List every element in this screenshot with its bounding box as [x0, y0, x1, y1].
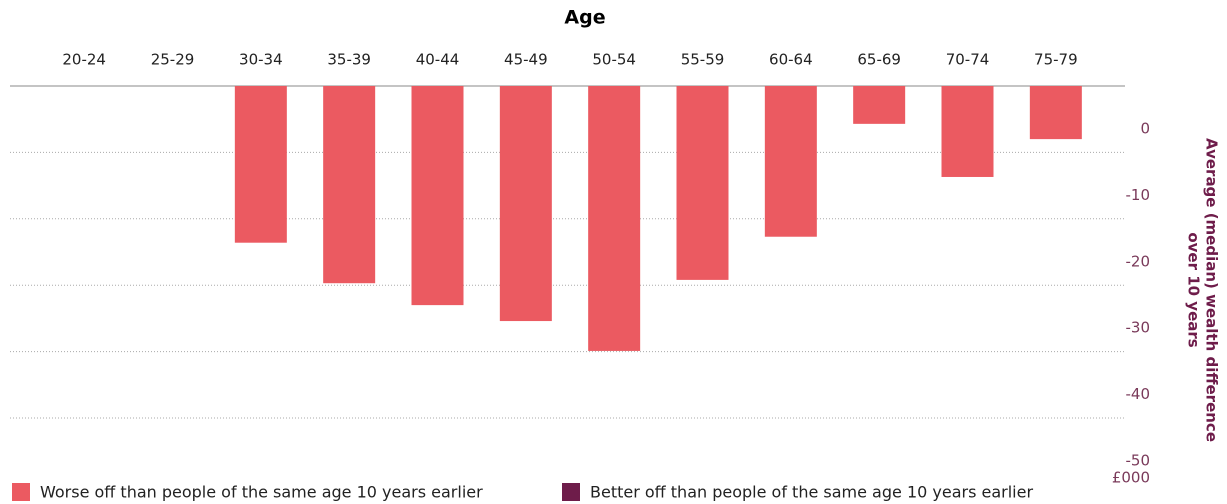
y-label-line: Average (median) wealth difference: [1203, 138, 1221, 442]
legend-swatch: [12, 483, 30, 501]
x-tick-label: 30-34: [239, 51, 283, 69]
bar: [853, 86, 906, 124]
x-tick-label: 20-24: [62, 51, 106, 69]
y-tick-label: 0: [1140, 120, 1150, 138]
bar: [941, 86, 994, 177]
bar: [499, 86, 552, 322]
y-axis-label: Average (median) wealth difference over …: [1185, 138, 1221, 442]
y-tick-label: -30: [1126, 319, 1151, 337]
x-tick-label: 65-69: [857, 51, 901, 69]
chart-title: Age: [564, 7, 605, 29]
x-tick-label: 25-29: [151, 51, 195, 69]
bar: [588, 86, 641, 351]
x-tick-label: 75-79: [1034, 51, 1078, 69]
x-tick-label: 60-64: [769, 51, 813, 69]
legend-label: Worse off than people of the same age 10…: [40, 483, 483, 502]
bar: [411, 86, 464, 306]
bar: [323, 86, 376, 284]
y-tick-label: -10: [1126, 186, 1151, 204]
x-tick-label: 45-49: [504, 51, 548, 69]
legend-label: Better off than people of the same age 1…: [590, 483, 1033, 502]
bar: [676, 86, 729, 280]
y-tick-label: -50: [1126, 452, 1151, 470]
x-tick-label: 55-59: [681, 51, 725, 69]
y-label-line: over 10 years: [1185, 232, 1203, 347]
x-tick-label: 50-54: [592, 51, 636, 69]
y-tick-label: -40: [1126, 385, 1151, 403]
x-tick-label: 70-74: [946, 51, 990, 69]
x-tick-label: 40-44: [416, 51, 460, 69]
y-tick-label: -20: [1126, 252, 1151, 270]
bar: [234, 86, 287, 243]
bar: [764, 86, 817, 237]
x-tick-label: 35-39: [327, 51, 371, 69]
bar: [1029, 86, 1082, 140]
legend-swatch: [562, 483, 580, 501]
unit-label: £000: [1112, 469, 1150, 487]
